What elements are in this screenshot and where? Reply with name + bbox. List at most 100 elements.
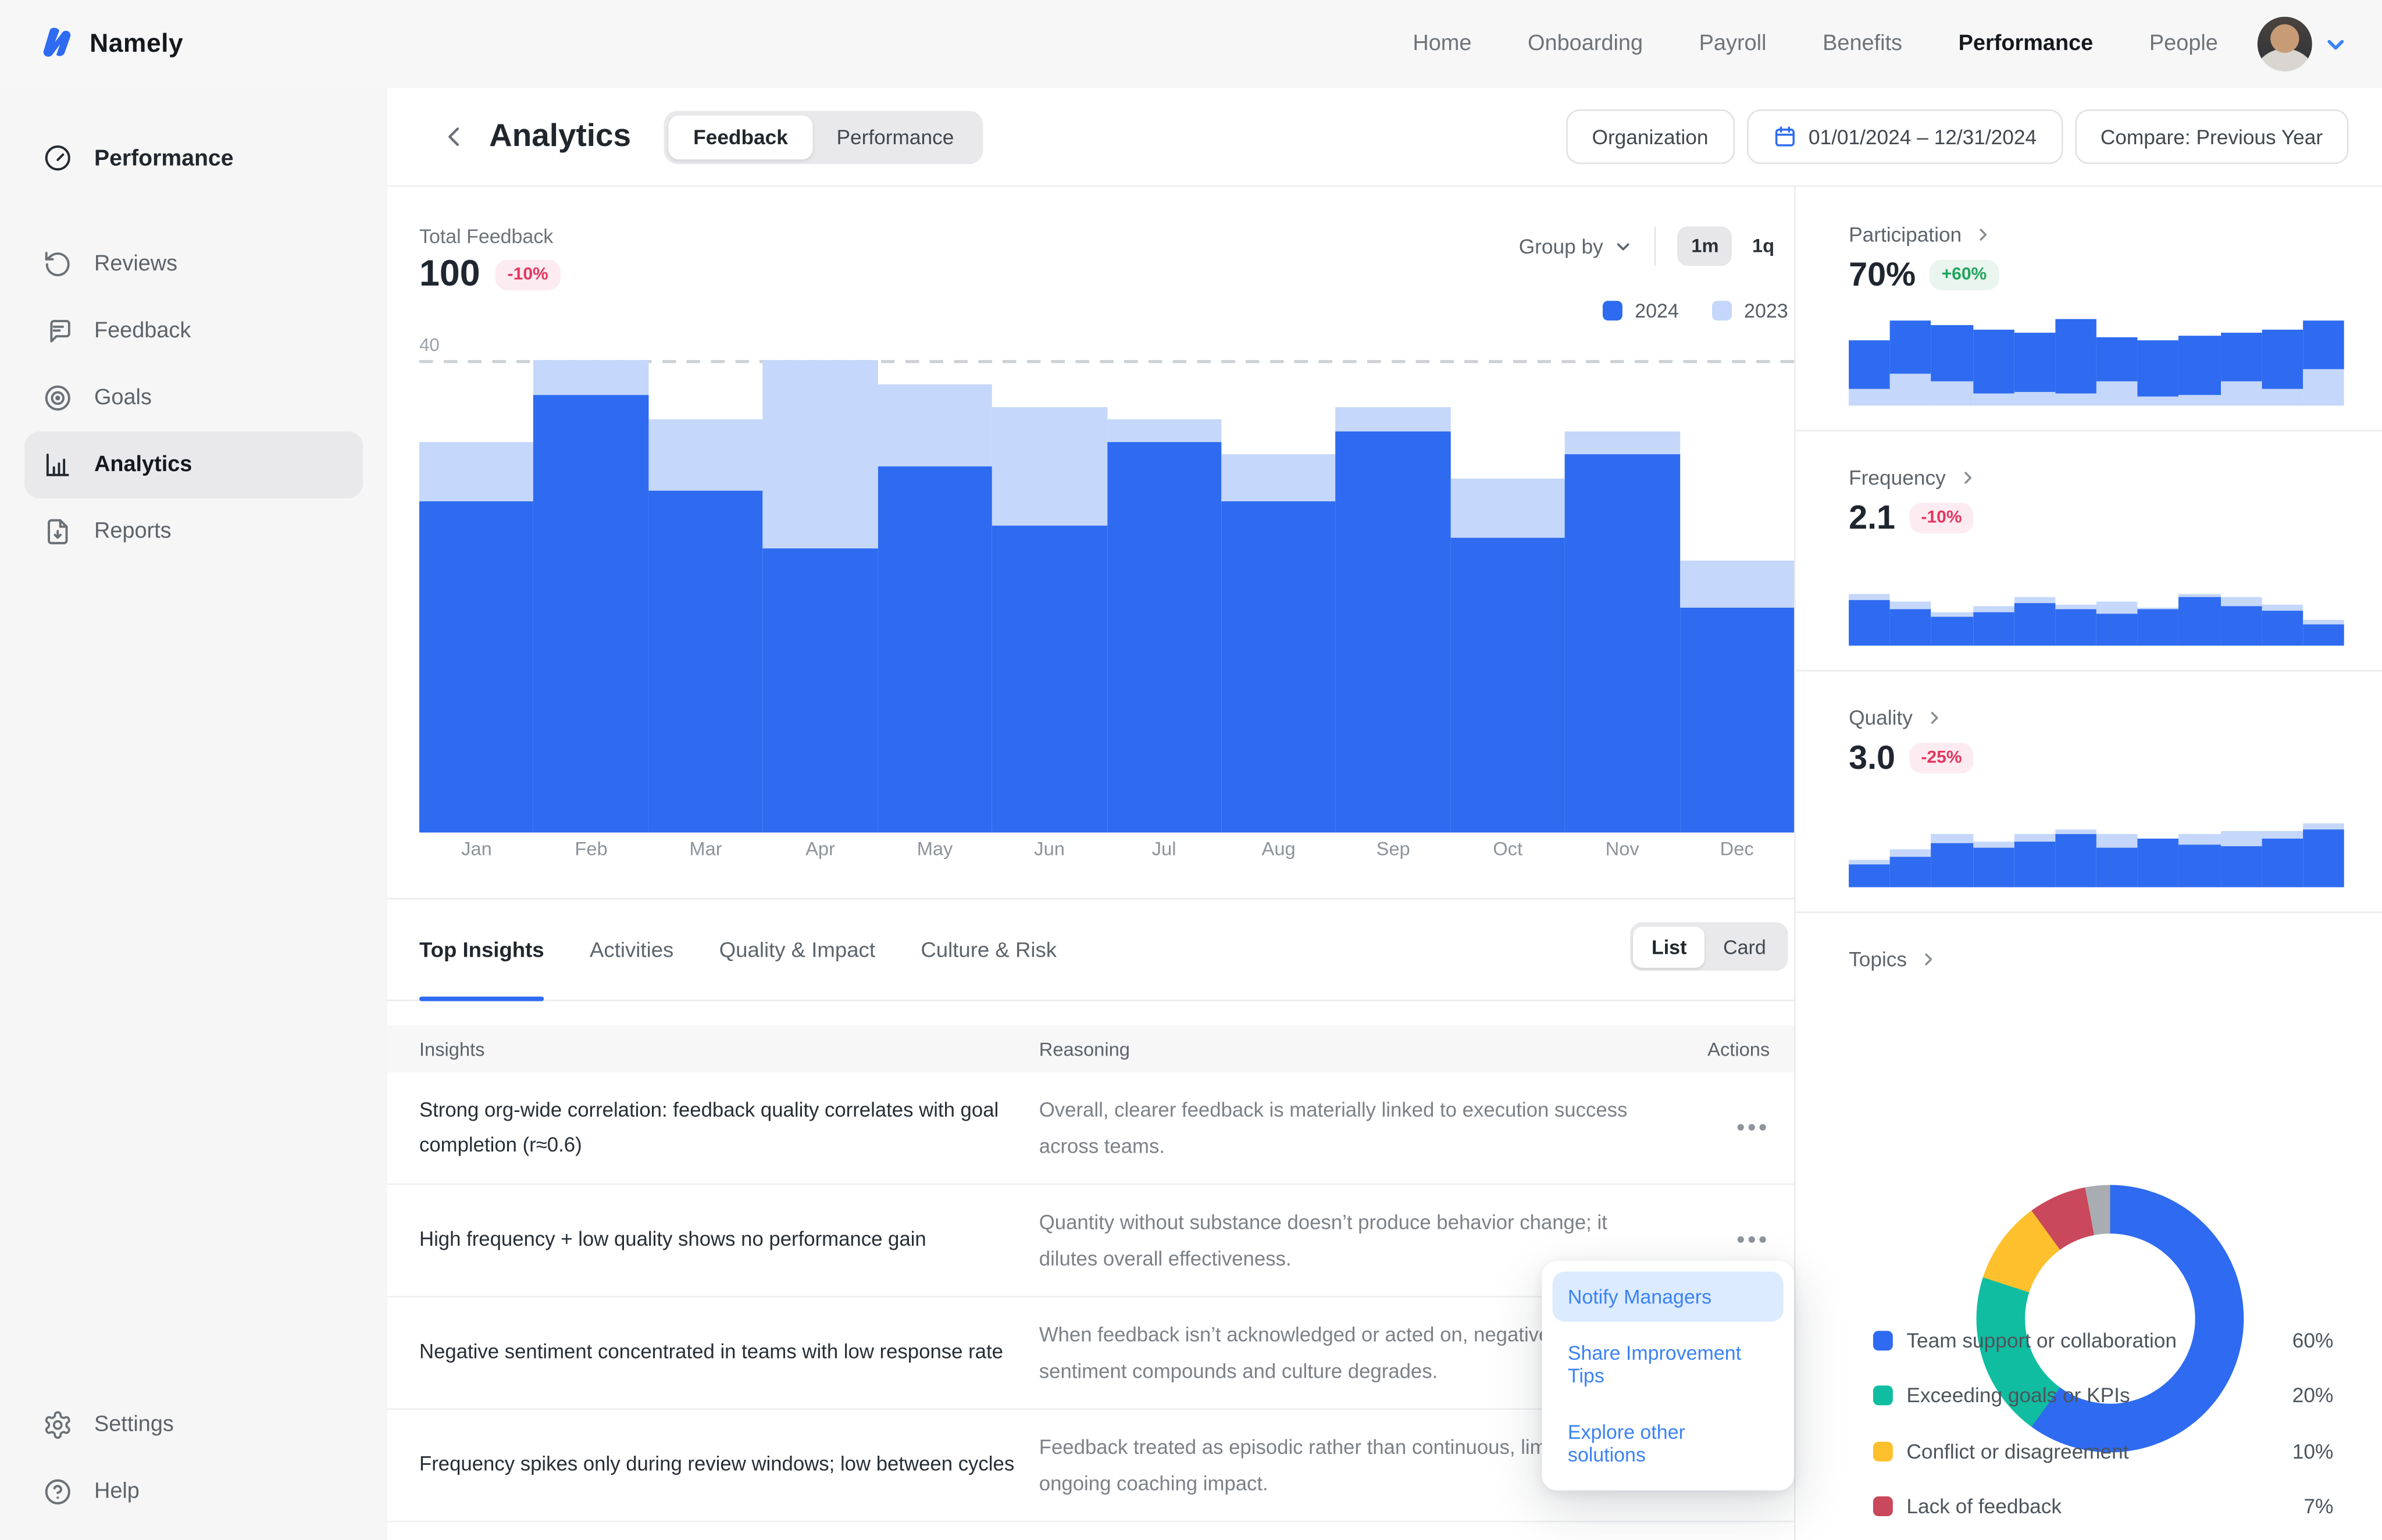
- row-actions-menu-button[interactable]: •••: [1736, 1114, 1770, 1140]
- sidebar-item-feedback[interactable]: Feedback: [24, 298, 363, 365]
- sidebar-item-settings[interactable]: Settings: [24, 1392, 363, 1459]
- bar-2024: [2302, 320, 2344, 370]
- menu-item-explore-other-solutions[interactable]: Explore other solutions: [1567, 1420, 1685, 1466]
- sidebar-item-reviews[interactable]: Reviews: [24, 231, 363, 298]
- bar-2024: [2096, 614, 2138, 646]
- nav-item-performance[interactable]: Performance: [1958, 31, 2094, 56]
- divider: [1795, 430, 2382, 432]
- participation-link[interactable]: Participation: [1849, 223, 1994, 246]
- legend-2023-label: 2023: [1744, 299, 1788, 322]
- sidebar-item-goals[interactable]: Goals: [24, 365, 363, 432]
- topics-donut-chart: [1976, 1185, 2244, 1453]
- feedback-performance-toggle: Feedback Performance: [664, 110, 983, 163]
- bar-2024: [2178, 844, 2220, 887]
- frequency-link[interactable]: Frequency: [1849, 466, 1978, 489]
- group-by-label: Group by: [1518, 234, 1603, 258]
- bar-2024: [2055, 318, 2096, 394]
- back-icon[interactable]: [441, 123, 468, 151]
- divider: [1795, 911, 2382, 913]
- compare-button[interactable]: Compare: Previous Year: [2074, 109, 2349, 165]
- bar-2024: [1973, 848, 2014, 887]
- quality-label: Quality: [1849, 706, 1913, 729]
- mini-column: [2096, 558, 2138, 646]
- mini-column: [2137, 318, 2179, 406]
- topic-chip: [1873, 1385, 1893, 1405]
- divider: [1654, 226, 1657, 266]
- brand[interactable]: Namely: [37, 24, 184, 64]
- tab-culture-risk[interactable]: Culture & Risk: [921, 937, 1057, 962]
- bar-2024: [1931, 325, 1973, 382]
- nav-item-onboarding[interactable]: Onboarding: [1528, 31, 1643, 56]
- bar-2024: [2055, 608, 2096, 646]
- sidebar-item-reports[interactable]: Reports: [24, 498, 363, 565]
- frequency-mini-chart: [1849, 558, 2344, 646]
- view-card[interactable]: Card: [1723, 935, 1766, 958]
- frequency-section: Frequency 2.1 -10%: [1796, 430, 2382, 670]
- participation-section: Participation 70% +60%: [1796, 187, 2382, 430]
- legend-2023[interactable]: 2023: [1712, 300, 1788, 322]
- sidebar-item-help[interactable]: Help: [24, 1459, 363, 1525]
- sidebar-root-performance[interactable]: Performance: [24, 127, 363, 188]
- table-row: Strong org-wide correlation: feedback qu…: [387, 1072, 1795, 1185]
- quality-delta-badge: -25%: [1909, 743, 1974, 773]
- menu-item-notify-managers[interactable]: Notify Managers: [1552, 1271, 1784, 1322]
- gauge-icon: [42, 143, 73, 173]
- mini-column: [2014, 318, 2055, 406]
- bar-2024: [1890, 320, 1932, 374]
- mini-column: [1973, 799, 2014, 887]
- nav-item-people[interactable]: People: [2149, 31, 2218, 56]
- bar-2023: [2096, 381, 2138, 406]
- reasoning-text: Quantity without substance doesn’t produ…: [1039, 1211, 1607, 1270]
- group-by-dropdown[interactable]: Group by: [1519, 235, 1634, 258]
- bar-2024: [992, 525, 1107, 833]
- bar-2024: [2220, 607, 2262, 646]
- granularity-1q[interactable]: 1q: [1752, 235, 1775, 257]
- tab-activities[interactable]: Activities: [590, 937, 674, 962]
- nav-item-benefits[interactable]: Benefits: [1823, 31, 1903, 56]
- date-range-button[interactable]: 01/01/2024 – 12/31/2024: [1746, 109, 2063, 165]
- chevron-down-icon[interactable]: [2323, 31, 2348, 57]
- mini-column: [1973, 318, 2014, 406]
- file-download-icon: [42, 516, 73, 547]
- nav-item-home[interactable]: Home: [1413, 31, 1472, 56]
- sidebar-item-label: Reviews: [94, 252, 178, 277]
- donut-hole: [2025, 1234, 2195, 1404]
- avatar[interactable]: [2257, 16, 2312, 72]
- legend-2024-label: 2024: [1635, 299, 1679, 322]
- total-feedback-delta-badge: -10%: [495, 259, 561, 290]
- granularity-1m[interactable]: 1m: [1677, 226, 1733, 266]
- chevron-right-icon: [1925, 953, 1932, 965]
- chart-column-Apr: [763, 360, 878, 833]
- table-row: Frequency spikes only during review wind…: [387, 1410, 1795, 1523]
- menu-item-share-improvement-tips[interactable]: Share Improvement Tips: [1567, 1341, 1742, 1387]
- mini-column: [2302, 799, 2344, 887]
- axis-label-Jan: Jan: [461, 838, 492, 860]
- sidebar-item-label: Reports: [94, 519, 172, 544]
- view-list[interactable]: List: [1633, 926, 1705, 967]
- chevron-right-icon: [1980, 229, 1988, 241]
- column-insights: Insights: [419, 1038, 485, 1060]
- total-feedback-value-row: 100 -10%: [419, 254, 561, 296]
- segment-performance[interactable]: Performance: [836, 125, 954, 148]
- mini-column: [1890, 318, 1932, 406]
- divider: [1795, 670, 2382, 672]
- quality-section: Quality 3.0 -25%: [1796, 670, 2382, 911]
- tab-quality-impact[interactable]: Quality & Impact: [719, 937, 875, 962]
- mini-column: [1890, 799, 1932, 887]
- topic-percent: 10%: [2292, 1439, 2334, 1463]
- quality-link[interactable]: Quality: [1849, 707, 1945, 729]
- top-nav: Namely Home Onboarding Payroll Benefits …: [0, 0, 2382, 88]
- topics-link[interactable]: Topics: [1849, 948, 1939, 971]
- bar-2024: [1890, 857, 1932, 887]
- legend-2024[interactable]: 2024: [1603, 299, 1679, 322]
- row-actions-menu-button[interactable]: •••: [1736, 1227, 1770, 1253]
- segment-feedback[interactable]: Feedback: [669, 115, 812, 159]
- sidebar-item-analytics[interactable]: Analytics: [24, 431, 363, 498]
- axis-label-Feb: Feb: [575, 838, 608, 860]
- tab-top-insights[interactable]: Top Insights: [419, 899, 545, 1001]
- axis-label-Oct: Oct: [1493, 838, 1523, 860]
- nav-item-payroll[interactable]: Payroll: [1699, 31, 1767, 56]
- organization-button[interactable]: Organization: [1566, 109, 1734, 165]
- reasoning-text: Feedback treated as episodic rather than…: [1039, 1436, 1584, 1495]
- axis-label-May: May: [917, 838, 953, 860]
